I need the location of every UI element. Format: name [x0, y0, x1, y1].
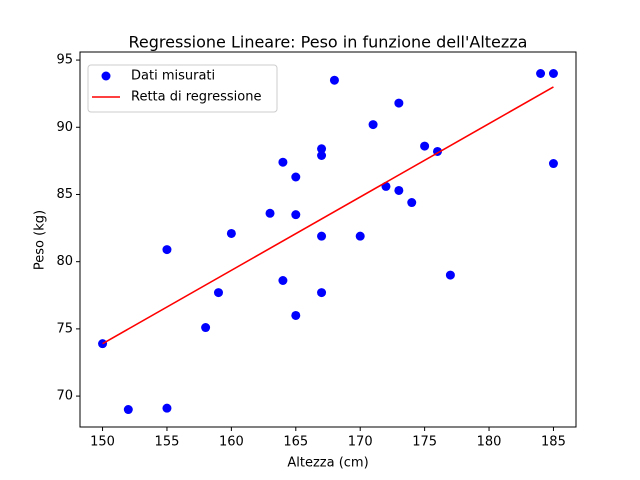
x-tick-label: 185 [541, 435, 566, 450]
data-point [445, 270, 455, 280]
plot-frame [79, 51, 577, 428]
x-tick-label: 175 [412, 435, 437, 450]
data-point [123, 405, 133, 415]
data-point [291, 310, 301, 320]
x-axis-label: Altezza (cm) [287, 456, 368, 471]
data-point [317, 231, 327, 241]
data-point [278, 157, 288, 167]
data-point [317, 288, 327, 298]
data-point [317, 150, 327, 160]
data-point [394, 185, 404, 195]
data-point [317, 144, 327, 154]
legend: Dati misurati Retta di regressione [87, 64, 278, 113]
data-point [291, 172, 301, 182]
chart-title: Regressione Lineare: Peso in funzione de… [129, 33, 528, 52]
legend-label: Dati misurati [131, 69, 215, 84]
legend-marker [101, 71, 111, 81]
data-point [201, 323, 211, 333]
data-point [394, 98, 404, 108]
data-point [420, 141, 430, 151]
data-point [548, 159, 558, 169]
data-point [536, 69, 546, 79]
data-point [226, 228, 236, 238]
data-point [265, 208, 275, 218]
data-point [213, 288, 223, 298]
legend-box [87, 64, 278, 113]
data-point [368, 120, 378, 130]
y-tick-label: 75 [56, 321, 73, 336]
y-axis-label: Peso (kg) [33, 210, 48, 270]
regression-line [102, 86, 554, 345]
data-point [329, 75, 339, 85]
x-tick-label: 150 [90, 435, 115, 450]
y-tick-label: 70 [56, 389, 73, 404]
data-point [407, 198, 417, 208]
data-point [278, 275, 288, 285]
y-tick-label: 85 [56, 187, 73, 202]
y-tick-label: 90 [56, 120, 73, 135]
data-point [355, 231, 365, 241]
data-point [548, 69, 558, 79]
x-tick-label: 180 [477, 435, 502, 450]
y-tick-label: 80 [56, 254, 73, 269]
y-tick-label: 95 [56, 53, 73, 68]
x-tick-label: 155 [155, 435, 180, 450]
x-tick-label: 170 [348, 435, 373, 450]
data-point [291, 210, 301, 220]
data-point [162, 245, 172, 255]
x-tick-label: 165 [283, 435, 308, 450]
data-point [162, 403, 172, 413]
legend-label: Retta di regressione [131, 90, 261, 105]
x-tick-label: 160 [219, 435, 244, 450]
